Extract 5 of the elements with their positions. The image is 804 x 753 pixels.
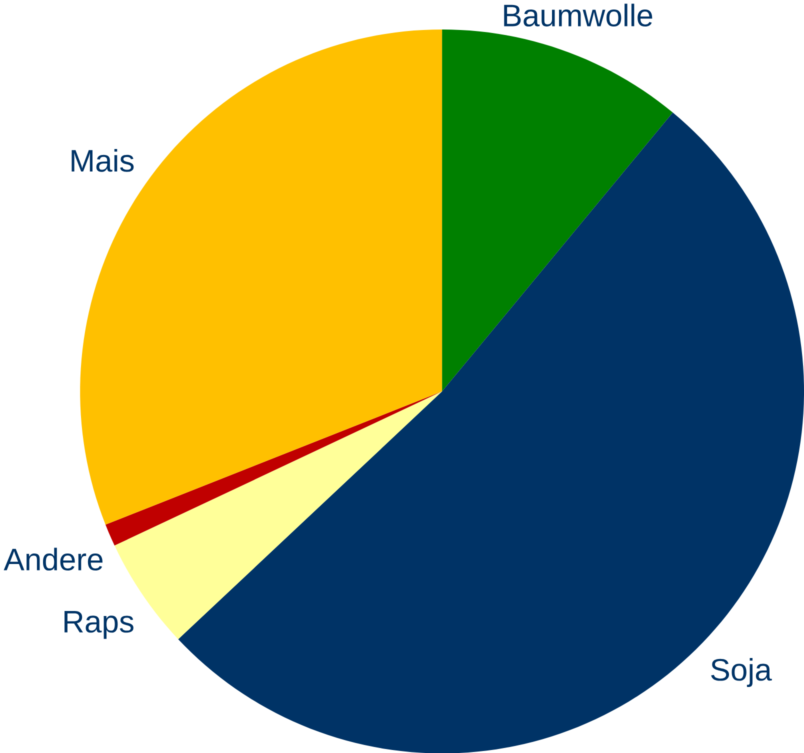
slice-label: Raps: [64, 610, 134, 639]
slice-label: Andere: [4, 548, 102, 570]
slice-label: Soja: [711, 658, 772, 687]
slice-label: Mais: [72, 148, 134, 172]
slice-label: Baumwolle: [504, 4, 652, 26]
